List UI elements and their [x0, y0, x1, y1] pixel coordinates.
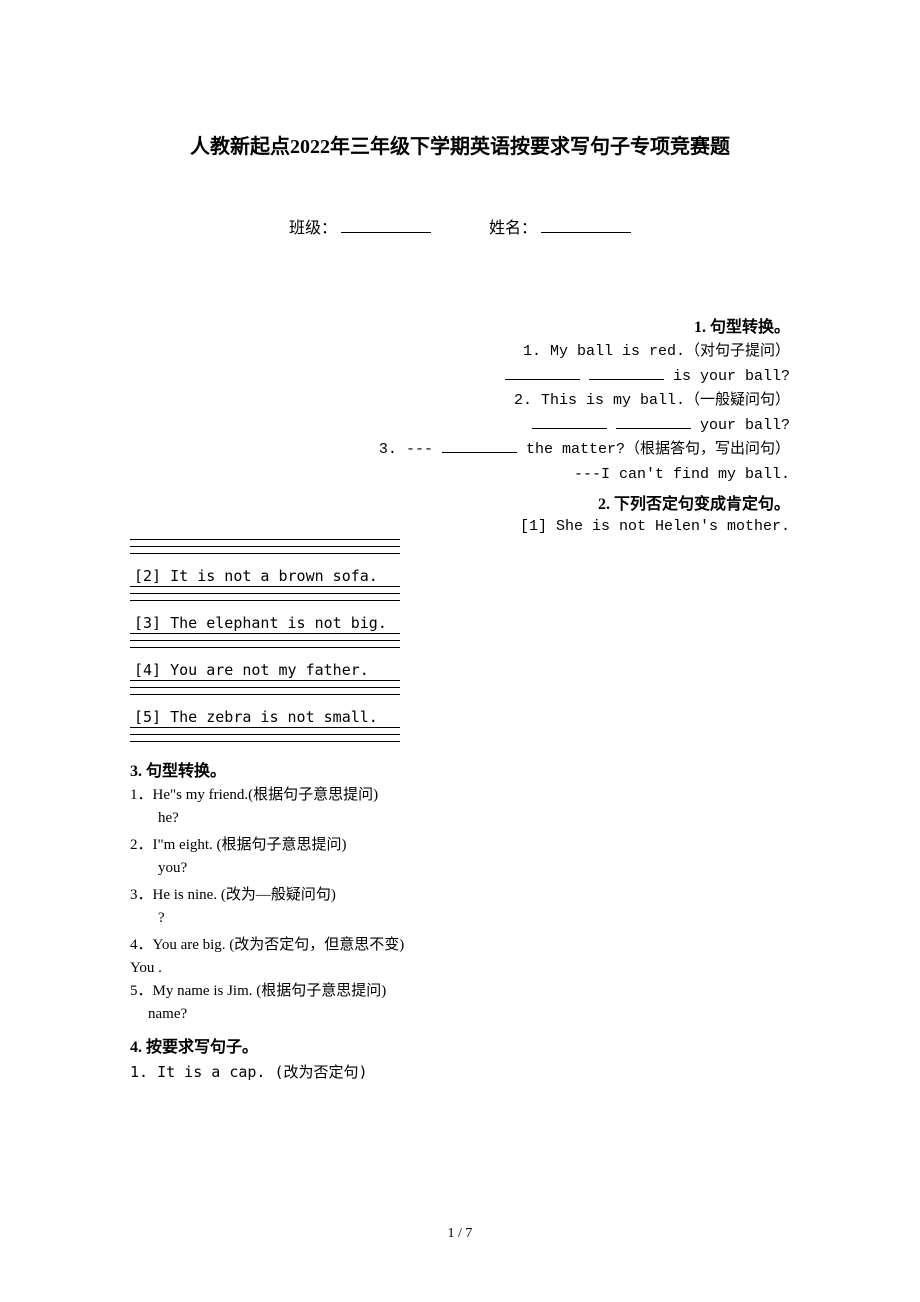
section2-item-3: [3] The elephant is not big.: [130, 614, 790, 632]
section3-heading: 3. 句型转换。: [130, 757, 790, 781]
section1-item1-answer: is your ball?: [130, 366, 790, 389]
class-label: 班级：: [289, 220, 337, 237]
section2-heading: 2. 下列否定句变成肯定句。: [130, 490, 790, 514]
section1-item2-answer: your ball?: [130, 415, 790, 438]
section1-item3-answer: ---I can't find my ball.: [130, 464, 790, 487]
class-blank: [341, 217, 431, 233]
section1-content: 1. My ball is red.（对句子提问） is your ball? …: [130, 341, 790, 486]
section4-item1: 1. It is a cap. (改为否定句): [130, 1061, 790, 1082]
section2-item-5: [5] The zebra is not small.: [130, 708, 790, 726]
answer-lines-1: [130, 539, 790, 559]
form-row: 班级： 姓名：: [130, 214, 790, 238]
answer-lines-5: [130, 727, 790, 747]
section3-item5-sub: name?: [130, 1004, 790, 1025]
section3-item5: 5．My name is Jim. (根据句子意思提问): [130, 981, 790, 1002]
answer-lines-4: [130, 680, 790, 700]
section3-item2: 2．I"m eight. (根据句子意思提问): [130, 835, 790, 856]
section3-item3: 3．He is nine. (改为—般疑问句): [130, 885, 790, 906]
section2-item-4: [4] You are not my father.: [130, 661, 790, 679]
name-label: 姓名：: [489, 220, 537, 237]
section3-item4-sub: You .: [130, 958, 790, 979]
section1-item1: 1. My ball is red.（对句子提问）: [130, 341, 790, 364]
section3-item2-sub: you?: [130, 858, 790, 879]
section1-item2: 2. This is my ball.（一般疑问句）: [130, 390, 790, 413]
section2-intro: [1] She is not Helen's mother.: [130, 518, 790, 535]
section3-item1: 1．He"s my friend.(根据句子意思提问): [130, 785, 790, 806]
section1-heading: 1. 句型转换。: [130, 313, 790, 337]
section3-item3-sub: ?: [130, 908, 790, 929]
section3-item4: 4．You are big. (改为否定句，但意思不变): [130, 935, 790, 956]
section3-item1-sub: he?: [130, 808, 790, 829]
answer-lines-2: [130, 586, 790, 606]
section4-heading: 4. 按要求写句子。: [130, 1033, 790, 1057]
page-number: 1 / 7: [0, 1226, 920, 1242]
section1-item3: 3. --- the matter?（根据答句，写出问句）: [130, 439, 790, 462]
section2-item-2: [2] It is not a brown sofa.: [130, 567, 790, 585]
answer-lines-3: [130, 633, 790, 653]
document-title: 人教新起点2022年三年级下学期英语按要求写句子专项竞赛题: [130, 130, 790, 159]
name-blank: [541, 217, 631, 233]
